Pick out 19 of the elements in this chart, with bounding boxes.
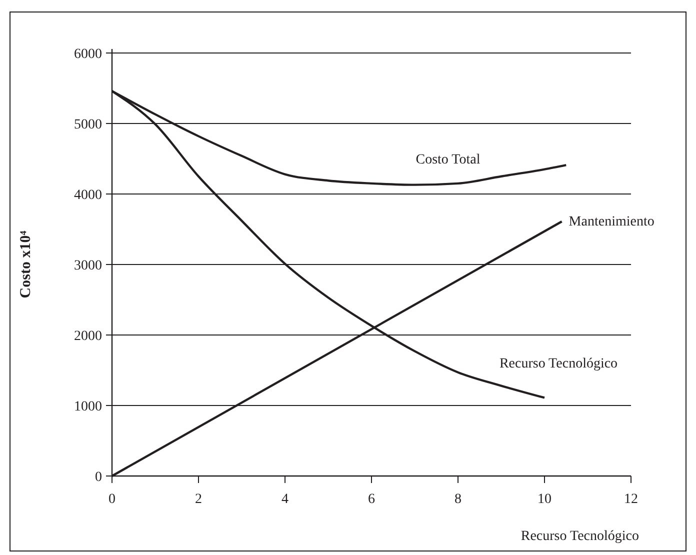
y-tick-label: 0 <box>95 470 102 485</box>
y-tick-label: 2000 <box>74 328 102 344</box>
y-tick-label: 4000 <box>74 188 102 203</box>
x-tick-label: 2 <box>195 492 202 507</box>
x-tick-label: 6 <box>368 492 375 507</box>
x-tick-label: 8 <box>454 492 462 507</box>
series-label: Recurso Tecnológico <box>499 356 618 372</box>
x-tick-label: 4 <box>282 492 288 507</box>
x-tick-label: 12 <box>624 492 638 507</box>
y-tick-label: 1000 <box>74 399 102 414</box>
series-label: Mantenimiento <box>568 214 654 230</box>
y-axis-title: Costo x10⁴ <box>18 230 34 298</box>
x-tick-label: 10 <box>538 492 552 507</box>
x-axis-title: Recurso Tecnológico <box>520 529 639 544</box>
y-tick-label: 6000 <box>74 46 102 62</box>
y-tick-label: 3000 <box>74 258 102 274</box>
y-tick-label: 5000 <box>74 117 102 132</box>
x-tick-label: 0 <box>108 492 116 507</box>
series-label: Costo Total <box>416 152 480 168</box>
